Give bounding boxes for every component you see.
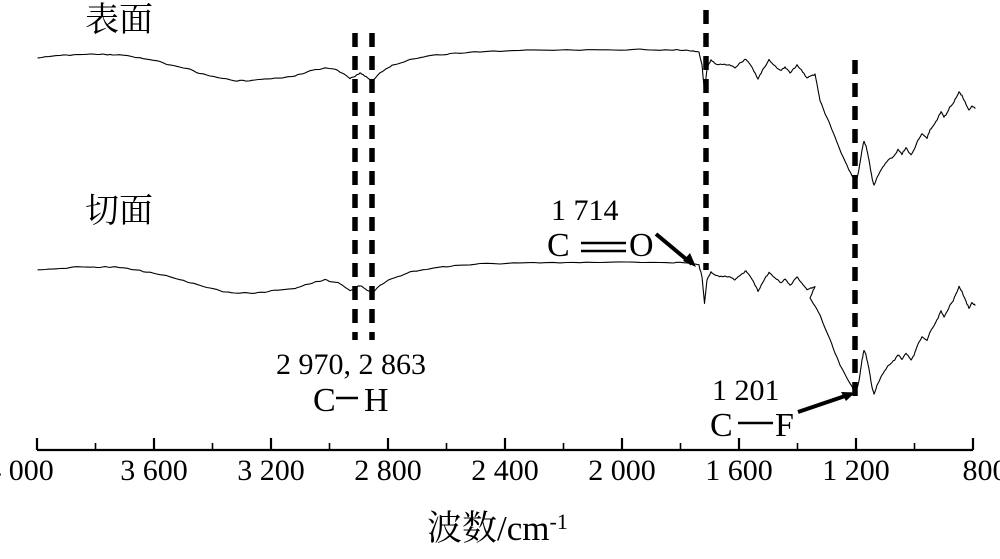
svg-text:3 200: 3 200 bbox=[237, 454, 305, 487]
svg-text:2 400: 2 400 bbox=[471, 454, 539, 487]
svg-text:切面: 切面 bbox=[85, 193, 153, 230]
svg-text:O: O bbox=[629, 227, 654, 264]
svg-text:1 600: 1 600 bbox=[705, 454, 773, 487]
svg-text:4 000: 4 000 bbox=[0, 454, 54, 487]
svg-text:C: C bbox=[710, 407, 733, 444]
svg-text:波数/cm-1: 波数/cm-1 bbox=[427, 501, 568, 551]
svg-text:H: H bbox=[364, 382, 389, 419]
svg-text:F: F bbox=[775, 407, 794, 444]
svg-text:1 714: 1 714 bbox=[551, 194, 619, 227]
svg-text:C: C bbox=[547, 227, 570, 264]
svg-text:800: 800 bbox=[963, 454, 1000, 487]
svg-text:2 970, 2 863: 2 970, 2 863 bbox=[276, 348, 426, 381]
svg-text:2 800: 2 800 bbox=[354, 454, 422, 487]
svg-text:1 200: 1 200 bbox=[822, 454, 890, 487]
svg-text:C: C bbox=[313, 382, 336, 419]
svg-text:2 000: 2 000 bbox=[588, 454, 656, 487]
svg-text:3 600: 3 600 bbox=[120, 454, 188, 487]
svg-text:表面: 表面 bbox=[85, 1, 153, 39]
svg-text:1 201: 1 201 bbox=[712, 374, 780, 407]
